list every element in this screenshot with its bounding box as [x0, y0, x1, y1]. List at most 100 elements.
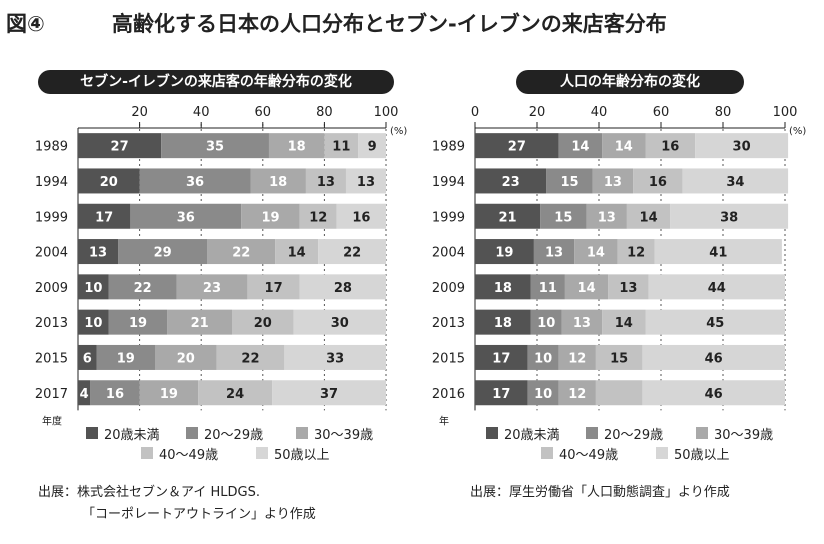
tick-label: 40	[591, 105, 608, 120]
data-label: 44	[708, 281, 726, 296]
bar-segment	[595, 344, 643, 370]
bar-segment	[216, 344, 285, 370]
bar-segment	[670, 203, 789, 229]
data-label: 19	[160, 387, 178, 402]
left-chart-title: セブン-イレブンの来店客の年齢分布の変化	[38, 70, 394, 94]
tick-label: 80	[316, 105, 333, 120]
data-label: 13	[357, 175, 375, 190]
bar-segment	[198, 380, 273, 406]
data-label: 22	[232, 246, 250, 261]
right-chart-title: 人口の年齢分布の変化	[516, 70, 744, 94]
legend-label: 50歳以上	[274, 448, 330, 463]
category-label: 1999	[432, 210, 465, 225]
bar-segment	[78, 380, 91, 406]
bar-segment	[695, 133, 789, 159]
bar-segment	[527, 344, 559, 370]
data-label: 11	[539, 281, 557, 296]
bar-segment	[558, 133, 603, 159]
bar-segment	[161, 133, 269, 159]
bar-segment	[586, 203, 627, 229]
bar-segment	[250, 168, 306, 194]
bar-segment	[155, 344, 217, 370]
data-label: 24	[226, 387, 244, 402]
figure-title: 高齢化する日本の人口分布とセブン-イレブンの来店客分布	[112, 12, 667, 36]
bar-segment	[78, 239, 119, 265]
tick-label: 20	[529, 105, 546, 120]
data-label: 28	[334, 281, 352, 296]
bar-segment	[108, 274, 177, 300]
tick-label: 20	[131, 105, 148, 120]
bar-segment	[475, 344, 528, 370]
data-label: 29	[154, 246, 172, 261]
category-label: 2016	[432, 387, 465, 402]
category-label: 2009	[432, 281, 465, 296]
legend-swatch	[541, 447, 553, 459]
data-label: 30	[331, 316, 349, 331]
bar-segment	[345, 168, 386, 194]
left-source: 出展：株式会社セブン＆アイ HLDGS. 「コーポレートアウトライン」より作成	[38, 482, 316, 526]
data-label: 14	[615, 316, 633, 331]
legend-label: 20～29歳	[604, 428, 664, 443]
bar-segment	[207, 239, 276, 265]
bar-segment	[324, 133, 359, 159]
bar-segment	[78, 168, 140, 194]
data-label: 11	[332, 140, 350, 155]
bar-segment	[602, 133, 646, 159]
tick-label: 60	[653, 105, 670, 120]
category-axis-label: 年度	[42, 414, 62, 427]
data-label: 15	[610, 351, 628, 366]
data-label: 12	[568, 351, 586, 366]
data-label: 14	[571, 140, 589, 155]
bar-segment	[293, 309, 386, 335]
bar-segment	[602, 309, 646, 335]
category-label: 1994	[35, 175, 68, 190]
data-label: 34	[726, 175, 744, 190]
bar-segment	[241, 203, 300, 229]
left-source-line2: 「コーポレートアウトライン」より作成	[82, 507, 316, 522]
data-label: 41	[709, 246, 727, 261]
bar-segment	[546, 168, 593, 194]
data-label: 10	[84, 316, 102, 331]
data-label: 10	[537, 316, 555, 331]
data-label: 14	[587, 246, 605, 261]
left-legend: 20歳未満 20～29歳 30～39歳 40～49歳 50歳以上	[86, 424, 406, 464]
data-label: 13	[545, 246, 563, 261]
data-label: 23	[502, 175, 520, 190]
bar-segment	[633, 168, 683, 194]
data-label: 36	[177, 210, 195, 225]
bar-segment	[617, 239, 655, 265]
category-label: 2015	[432, 351, 465, 366]
legend-label: 30～39歳	[314, 428, 374, 443]
data-label: 12	[309, 210, 327, 225]
legend-swatch	[656, 447, 668, 459]
bar-segment	[318, 239, 386, 265]
bar-segment	[475, 203, 541, 229]
category-label: 1999	[35, 210, 68, 225]
bar-segment	[475, 380, 528, 406]
data-label: 22	[241, 351, 259, 366]
data-label: 46	[705, 351, 723, 366]
bar-segment	[527, 380, 559, 406]
data-label: 37	[320, 387, 338, 402]
bar-segment	[475, 168, 547, 194]
tick-label: 80	[715, 105, 732, 120]
tick-label: 100	[773, 105, 798, 120]
bar-segment	[78, 344, 97, 370]
bar-segment	[305, 168, 346, 194]
data-label: 18	[269, 175, 287, 190]
category-label: 2017	[35, 387, 68, 402]
bar-segment	[533, 239, 575, 265]
data-label: 38	[720, 210, 738, 225]
bar-segment	[645, 133, 696, 159]
data-label: 46	[705, 387, 723, 402]
bar-segment	[130, 203, 242, 229]
bar-segment	[232, 309, 294, 335]
bar-segment	[275, 239, 319, 265]
bar-segment	[336, 203, 386, 229]
data-label: 22	[134, 281, 152, 296]
bar-segment	[139, 168, 251, 194]
legend-swatch	[486, 427, 498, 439]
data-label: 19	[495, 246, 513, 261]
data-label: 4	[80, 387, 89, 402]
data-label: 13	[619, 281, 637, 296]
